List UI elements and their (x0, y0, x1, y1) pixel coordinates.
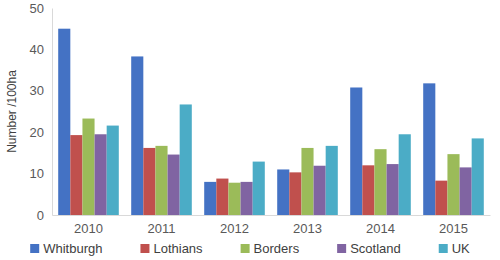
y-tick: 50 (30, 1, 52, 16)
bar (399, 134, 411, 215)
bar (107, 126, 119, 215)
x-tick: 2010 (74, 221, 103, 236)
x-tick: 2015 (439, 221, 468, 236)
bar (155, 146, 167, 215)
y-tick-label: 0 (37, 208, 44, 223)
legend-swatch (439, 244, 448, 253)
bar (204, 182, 216, 215)
bar (350, 87, 362, 215)
y-axis: 0 10 20 30 40 50 (30, 1, 53, 223)
y-tick-label: 20 (30, 125, 44, 140)
legend-label: Whitburgh (43, 241, 102, 256)
bar (70, 135, 82, 215)
bar (326, 146, 338, 215)
y-axis-line (52, 9, 53, 216)
bar (460, 167, 472, 215)
x-tick: 2011 (148, 221, 176, 236)
legend-swatch (241, 244, 250, 253)
x-tick-label: 2010 (74, 221, 103, 236)
x-tick-label: 2013 (293, 221, 322, 236)
legend-item: Scotland (337, 241, 401, 256)
y-tick-label: 30 (30, 83, 44, 98)
legend-item: Whitburgh (30, 241, 102, 256)
bar (423, 83, 435, 215)
bars (58, 29, 484, 215)
bar (95, 134, 107, 215)
x-tick-label: 2011 (148, 221, 176, 236)
bar (447, 154, 459, 215)
y-tick-label: 10 (30, 166, 44, 181)
legend-swatch (140, 244, 149, 253)
plot: 0 10 20 30 40 50 2010 2011 2012 2013 2014 2015 (30, 1, 491, 237)
y-tick: 0 (37, 208, 52, 223)
bar (387, 164, 399, 215)
bar (228, 183, 240, 215)
legend-swatch (30, 244, 39, 253)
y-tick: 30 (30, 83, 52, 98)
bar (277, 169, 289, 215)
bar (180, 104, 192, 215)
bar (253, 162, 265, 215)
bar (435, 181, 447, 215)
bar (58, 29, 70, 215)
chart: 0 10 20 30 40 50 2010 2011 2012 2013 2014 2015 Numbe… (0, 0, 500, 260)
bar (131, 56, 143, 215)
bar (289, 172, 301, 215)
y-tick-label: 40 (30, 42, 44, 57)
legend-item: Lothians (140, 241, 203, 256)
legend-label: Borders (254, 241, 300, 256)
legend: Whitburgh Lothians Borders Scotland UK (30, 241, 470, 256)
y-tick-label: 50 (30, 1, 44, 16)
y-tick: 20 (30, 125, 52, 140)
bar (314, 166, 326, 215)
bar (168, 155, 180, 215)
bar (82, 119, 94, 215)
y-tick: 10 (30, 166, 52, 181)
x-tick-label: 2014 (366, 221, 395, 236)
bar (374, 149, 386, 215)
legend-swatch (337, 244, 346, 253)
bar (472, 138, 484, 215)
bar (143, 148, 155, 215)
legend-label: UK (452, 241, 470, 256)
legend-item: UK (439, 241, 470, 256)
y-axis-title: Number /100ha (5, 70, 19, 153)
y-tick: 40 (30, 42, 52, 57)
legend-item: Borders (241, 241, 300, 256)
x-tick: 2013 (293, 221, 322, 236)
x-tick: 2012 (220, 221, 249, 236)
x-tick-label: 2015 (439, 221, 468, 236)
bar (216, 179, 228, 215)
bar (362, 165, 374, 215)
x-axis-line (53, 215, 491, 216)
legend-label: Lothians (153, 241, 203, 256)
legend-label: Scotland (350, 241, 401, 256)
x-tick: 2014 (366, 221, 395, 236)
x-axis: 2010 2011 2012 2013 2014 2015 (53, 216, 491, 237)
x-tick-label: 2012 (220, 221, 249, 236)
bar (241, 182, 253, 215)
bar (301, 148, 313, 215)
